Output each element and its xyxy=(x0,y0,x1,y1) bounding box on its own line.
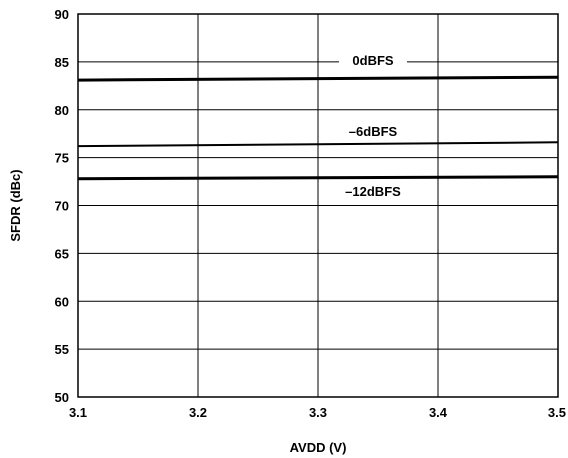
y-axis-title: SFDR (dBc) xyxy=(8,169,23,241)
x-tick-label-4: 3.5 xyxy=(548,405,566,420)
plot-frame xyxy=(77,13,559,398)
series-label-2: –12dBFS xyxy=(345,184,401,199)
y-tick-label-1: 55 xyxy=(55,342,69,357)
x-tick-label-3: 3.4 xyxy=(429,405,448,420)
x-axis-title: AVDD (V) xyxy=(290,440,347,455)
y-tick-labels: 50 55 60 65 70 75 80 85 90 xyxy=(55,7,69,405)
grid-lines xyxy=(77,13,559,398)
series-line-2 xyxy=(77,175,559,181)
x-tick-label-2: 3.3 xyxy=(309,405,327,420)
series-label-1: –6dBFS xyxy=(349,124,398,139)
y-tick-label-0: 50 xyxy=(55,390,69,405)
series-line-0 xyxy=(77,75,559,82)
x-tick-label-1: 3.2 xyxy=(189,405,207,420)
series-label-background-0 xyxy=(339,52,407,69)
x-tick-labels: 3.1 3.2 3.3 3.4 3.5 xyxy=(69,405,566,420)
series-lines xyxy=(77,75,559,181)
y-tick-label-6: 80 xyxy=(55,103,69,118)
y-tick-label-8: 90 xyxy=(55,7,69,22)
y-tick-label-4: 70 xyxy=(55,199,69,214)
y-tick-label-5: 75 xyxy=(55,151,69,166)
series-labels: 0dBFS –6dBFS –12dBFS xyxy=(339,52,407,199)
y-tick-label-2: 60 xyxy=(55,294,69,309)
x-tick-label-0: 3.1 xyxy=(69,405,87,420)
series-label-0: 0dBFS xyxy=(352,53,394,68)
y-tick-label-3: 65 xyxy=(55,246,69,261)
y-tick-label-7: 85 xyxy=(55,55,69,70)
series-line-1 xyxy=(77,141,559,148)
